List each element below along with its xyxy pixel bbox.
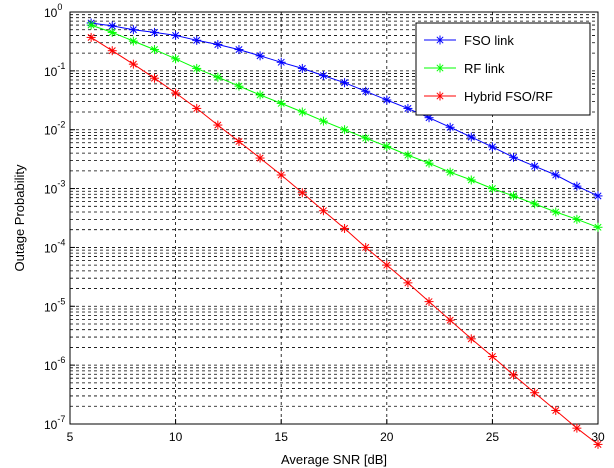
data-point-marker xyxy=(108,28,117,37)
data-point-marker xyxy=(530,388,539,397)
data-point-marker xyxy=(340,78,349,87)
data-point-marker xyxy=(467,133,476,142)
data-point-marker xyxy=(594,440,603,449)
data-point-marker xyxy=(382,261,391,270)
y-tick-label: 10-6 xyxy=(44,355,65,373)
data-point-marker xyxy=(192,64,201,73)
data-point-marker xyxy=(340,125,349,134)
data-point-marker xyxy=(382,142,391,151)
data-point-marker xyxy=(129,60,138,69)
legend: FSO link RF link Hybrid FSO/RF xyxy=(416,23,590,115)
data-point-marker xyxy=(488,184,497,193)
data-point-marker xyxy=(171,31,180,40)
data-point-marker xyxy=(256,154,265,163)
y-tick-label: 10-3 xyxy=(44,179,65,197)
data-point-marker xyxy=(530,199,539,208)
data-point-marker xyxy=(361,87,370,96)
y-axis-label: Outage Probability xyxy=(12,164,27,271)
data-point-marker xyxy=(572,182,581,191)
y-tick-label: 10-5 xyxy=(44,296,65,314)
data-point-marker xyxy=(256,51,265,60)
data-point-marker xyxy=(150,45,159,54)
data-point-marker xyxy=(572,424,581,433)
data-point-marker xyxy=(213,40,222,49)
data-point-marker xyxy=(298,64,307,73)
data-point-marker xyxy=(467,334,476,343)
data-point-marker xyxy=(467,175,476,184)
legend-marker xyxy=(436,64,445,73)
data-point-marker xyxy=(213,121,222,130)
x-tick-label: 20 xyxy=(380,430,394,444)
data-point-marker xyxy=(192,36,201,45)
data-point-marker xyxy=(129,37,138,46)
data-point-marker xyxy=(403,104,412,113)
data-point-marker xyxy=(319,206,328,215)
data-point-marker xyxy=(572,215,581,224)
x-tick-label: 15 xyxy=(275,430,289,444)
data-point-marker xyxy=(234,137,243,146)
data-point-marker xyxy=(403,151,412,160)
data-point-marker xyxy=(234,45,243,54)
data-point-marker xyxy=(509,191,518,200)
legend-marker xyxy=(436,36,445,45)
data-point-marker xyxy=(509,153,518,162)
data-point-marker xyxy=(340,224,349,233)
data-point-marker xyxy=(594,191,603,200)
legend-label: Hybrid FSO/RF xyxy=(464,89,553,104)
legend-marker xyxy=(436,92,445,101)
data-point-marker xyxy=(277,99,286,108)
y-tick-label: 10-4 xyxy=(44,237,65,255)
y-tick-label: 100 xyxy=(44,2,62,20)
data-point-marker xyxy=(129,25,138,34)
y-tick-label: 10-7 xyxy=(44,414,65,432)
data-point-marker xyxy=(192,104,201,113)
data-point-marker xyxy=(551,406,560,415)
data-point-marker xyxy=(361,243,370,252)
data-point-marker xyxy=(171,89,180,98)
data-point-marker xyxy=(256,90,265,99)
data-point-marker xyxy=(213,73,222,82)
x-tick-label: 25 xyxy=(486,430,500,444)
data-point-marker xyxy=(171,54,180,63)
data-point-marker xyxy=(425,297,434,306)
data-point-marker xyxy=(509,371,518,380)
data-point-marker xyxy=(446,168,455,177)
data-point-marker xyxy=(551,207,560,216)
x-axis-label: Average SNR [dB] xyxy=(281,452,387,467)
data-point-marker xyxy=(234,82,243,91)
data-point-marker xyxy=(594,223,603,232)
data-point-marker xyxy=(319,117,328,126)
data-point-marker xyxy=(551,171,560,180)
legend-label: RF link xyxy=(464,61,505,76)
data-point-marker xyxy=(298,107,307,116)
data-point-marker xyxy=(361,134,370,143)
data-point-marker xyxy=(150,28,159,37)
data-point-marker xyxy=(319,71,328,80)
legend-label: FSO link xyxy=(464,33,514,48)
data-point-marker xyxy=(446,316,455,325)
data-point-marker xyxy=(446,123,455,132)
data-point-marker xyxy=(382,95,391,104)
data-point-marker xyxy=(403,278,412,287)
data-point-marker xyxy=(87,33,96,42)
data-point-marker xyxy=(87,21,96,30)
data-point-marker xyxy=(277,58,286,67)
data-point-marker xyxy=(488,142,497,151)
x-tick-label: 5 xyxy=(67,430,74,444)
data-point-marker xyxy=(488,352,497,361)
y-tick-label: 10-2 xyxy=(44,120,65,138)
data-point-marker xyxy=(277,171,286,180)
data-point-marker xyxy=(530,162,539,171)
x-tick-label: 10 xyxy=(169,430,183,444)
data-point-marker xyxy=(150,74,159,83)
data-point-marker xyxy=(425,159,434,168)
data-point-marker xyxy=(298,188,307,197)
data-point-marker xyxy=(108,46,117,55)
y-tick-label: 10-1 xyxy=(44,61,65,79)
